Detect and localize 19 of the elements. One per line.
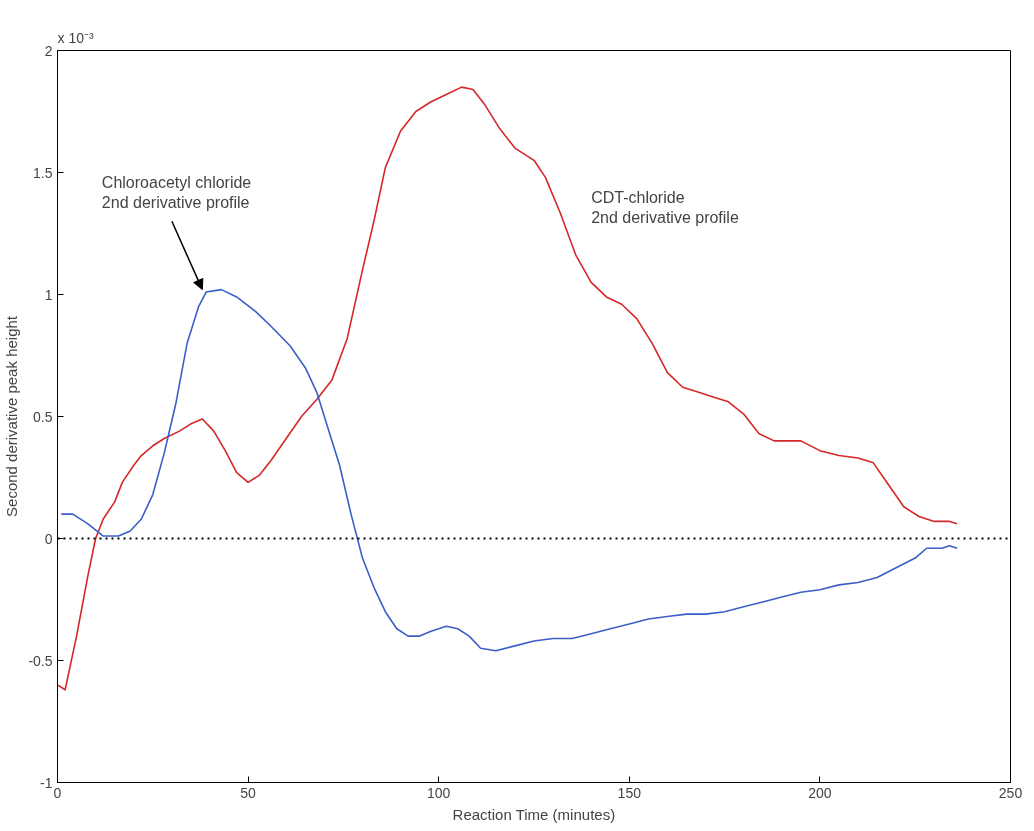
- line-series: [60, 288, 958, 652]
- y-tick-label: 0.5: [33, 408, 53, 425]
- x-tick-label: 200: [808, 784, 832, 801]
- x-tick-label: 250: [998, 784, 1023, 801]
- annotation: CDT-chloride 2nd derivative profile: [591, 188, 739, 227]
- y-tick-label: 1.5: [33, 164, 53, 181]
- y-tick-label: -0.5: [28, 652, 53, 669]
- y-tick-label: 0: [44, 530, 53, 547]
- line-series: [57, 86, 958, 691]
- y-tick-label: 2: [44, 42, 53, 59]
- x-tick-label: 50: [240, 784, 257, 801]
- x-tick-label: 100: [427, 784, 451, 801]
- y-tick-label: -1: [40, 774, 53, 791]
- x-tick-label: 150: [617, 784, 642, 801]
- y-axis-title: Second derivative peak height: [3, 315, 21, 517]
- x-axis-title: Reaction Time (minutes): [452, 805, 616, 823]
- y-tick-label: 1: [44, 286, 53, 303]
- annotation: Chloroacetyl chloride 2nd derivative profile: [101, 173, 252, 212]
- text: x 10⁻³: [57, 29, 94, 46]
